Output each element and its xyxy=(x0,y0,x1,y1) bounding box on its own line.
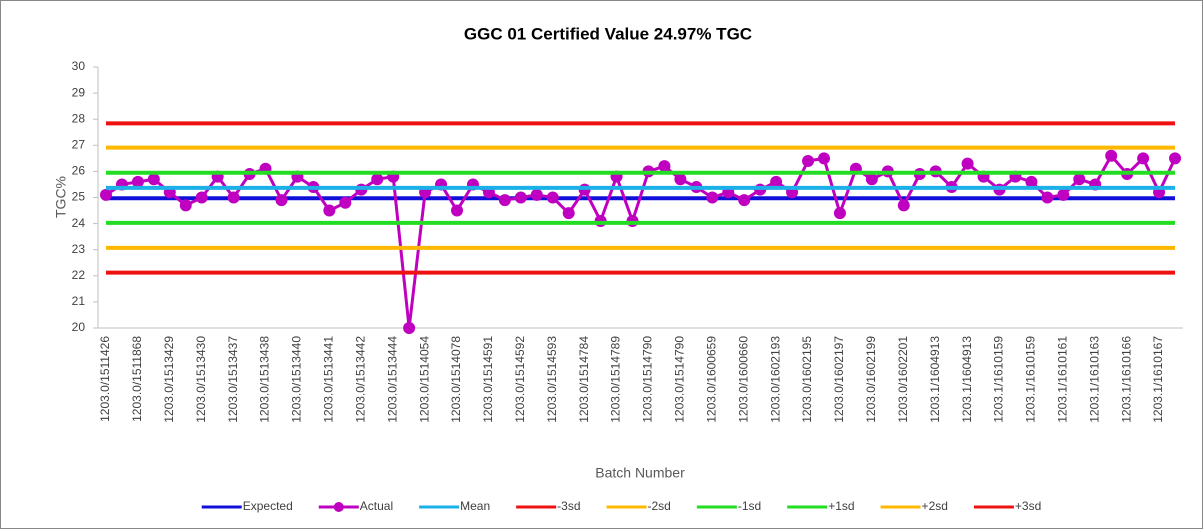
x-tick-label: 1203.0/1602195 xyxy=(800,336,814,423)
x-tick-label: 1203.0/1513441 xyxy=(322,336,336,423)
x-tick-label: 1203.1/1610167 xyxy=(1151,336,1165,423)
data-point xyxy=(227,191,240,204)
x-tick-label: 1203.0/1602197 xyxy=(832,336,846,423)
data-point xyxy=(1073,173,1086,186)
y-tick-label: 20 xyxy=(72,320,86,334)
legend-label: -3sd xyxy=(557,499,580,513)
x-tick-label: 1203.0/1514784 xyxy=(577,336,591,423)
x-tick-label: 1203.1/1610161 xyxy=(1056,336,1070,423)
data-point xyxy=(339,196,352,209)
legend-label: +1sd xyxy=(828,499,854,513)
data-point xyxy=(817,152,830,165)
x-tick-label: 1203.0/1513440 xyxy=(290,336,304,423)
y-axis-title: TGC% xyxy=(53,176,69,218)
data-point xyxy=(897,199,910,212)
y-tick-label: 25 xyxy=(72,190,86,204)
x-tick-label: 1203.0/1511426 xyxy=(98,336,112,422)
legend-label: -1sd xyxy=(738,499,761,513)
x-tick-label: 1203.0/1602201 xyxy=(896,336,910,423)
y-tick-label: 21 xyxy=(72,294,86,308)
x-tick-label: 1203.1/1610163 xyxy=(1087,336,1101,423)
x-tick-label: 1203.0/1513442 xyxy=(353,336,367,423)
x-tick-label: 1203.1/1604913 xyxy=(960,336,974,423)
x-tick-label: 1203.0/1513430 xyxy=(194,336,208,423)
data-point xyxy=(179,199,192,212)
data-point xyxy=(371,173,384,186)
data-point xyxy=(147,173,160,186)
x-tick-label: 1203.1/1610166 xyxy=(1119,336,1133,423)
y-tick-label: 26 xyxy=(72,164,86,178)
legend-label: Expected xyxy=(243,499,293,513)
x-tick-label: 1203.0/1600659 xyxy=(704,336,718,423)
y-tick-label: 28 xyxy=(72,111,86,125)
data-point xyxy=(99,188,112,201)
data-point xyxy=(961,157,974,170)
y-tick-label: 30 xyxy=(72,59,86,73)
data-point xyxy=(1041,191,1054,204)
data-point xyxy=(770,175,783,188)
data-point xyxy=(658,160,671,173)
data-point xyxy=(562,207,575,220)
x-tick-label: 1203.0/1514078 xyxy=(449,336,463,423)
data-point xyxy=(1057,188,1070,201)
x-tick-label: 1203.1/1610159 xyxy=(1024,336,1038,423)
x-tick-label: 1203.0/1600660 xyxy=(736,336,750,423)
data-point xyxy=(674,173,687,186)
legend-label: +3sd xyxy=(1015,499,1041,513)
data-point xyxy=(530,188,543,201)
y-tick-label: 23 xyxy=(72,242,86,256)
y-tick-label: 24 xyxy=(72,216,86,230)
data-point xyxy=(1025,175,1038,188)
data-point xyxy=(802,154,815,167)
x-tick-label: 1203.0/1602193 xyxy=(768,336,782,423)
x-tick-label: 1203.0/1602199 xyxy=(864,336,878,423)
data-point xyxy=(514,191,527,204)
data-point xyxy=(498,194,511,207)
x-tick-label: 1203.0/1513437 xyxy=(226,336,240,423)
y-tick-label: 27 xyxy=(72,137,86,151)
x-tick-label: 1203.0/1514790 xyxy=(673,336,687,423)
data-point xyxy=(323,204,336,217)
data-point xyxy=(738,194,751,207)
data-point xyxy=(451,204,464,217)
data-point xyxy=(275,194,288,207)
data-point xyxy=(833,207,846,220)
data-point xyxy=(1105,149,1118,162)
x-tick-label: 1203.0/1514790 xyxy=(641,336,655,423)
data-point xyxy=(1169,152,1182,165)
data-point xyxy=(131,175,144,188)
x-tick-label: 1203.0/1514054 xyxy=(417,336,431,423)
legend-label: +2sd xyxy=(922,499,948,513)
x-tick-label: 1203.0/1514593 xyxy=(545,336,559,423)
y-tick-label: 29 xyxy=(72,85,86,99)
x-tick-label: 1203.0/1513444 xyxy=(385,336,399,423)
legend: Expected Actual Mean -3sd -2sd -1sd +1sd +2sd +3… xyxy=(201,499,1041,513)
x-tick-label: 1203.0/1513429 xyxy=(162,336,176,423)
data-point xyxy=(706,191,719,204)
data-point xyxy=(546,191,559,204)
x-axis-title: Batch Number xyxy=(595,465,685,481)
x-tick-label: 1203.0/1511868 xyxy=(130,336,144,422)
data-point xyxy=(1137,152,1150,165)
data-point xyxy=(403,322,416,334)
x-tick-label: 1203.0/1514789 xyxy=(609,336,623,423)
legend-label: -2sd xyxy=(648,499,671,513)
x-tick-label: 1203.0/1514591 xyxy=(481,336,495,423)
legend-label: Mean xyxy=(460,499,490,513)
legend-marker xyxy=(333,502,344,512)
data-point xyxy=(195,191,208,204)
chart-title: GGC 01 Certified Value 24.97% TGC xyxy=(464,24,752,43)
y-tick-label: 22 xyxy=(72,268,86,282)
x-tick-label: 1203.0/1513438 xyxy=(258,336,272,423)
data-point xyxy=(865,173,878,186)
x-tick-label: 1203.1/1610159 xyxy=(992,336,1006,423)
x-tick-label: 1203.1/1604913 xyxy=(928,336,942,423)
x-tick-label: 1203.0/1514592 xyxy=(513,336,527,423)
legend-label: Actual xyxy=(360,499,393,513)
